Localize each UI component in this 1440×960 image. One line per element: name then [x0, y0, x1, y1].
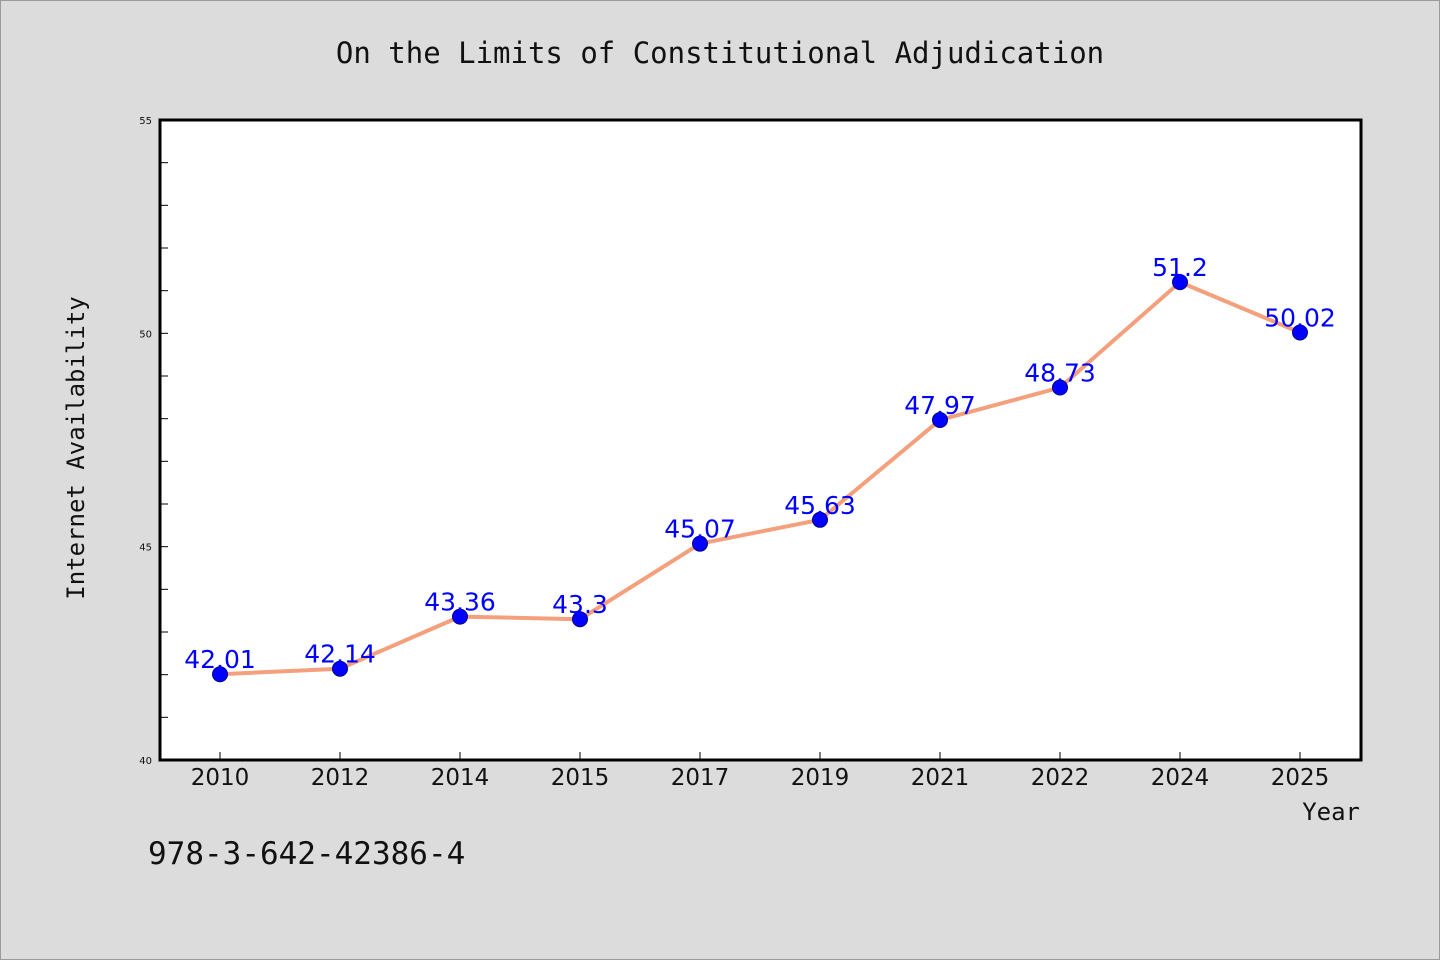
- x-tick-label: 2021: [911, 765, 970, 791]
- data-point: [932, 411, 948, 428]
- x-axis: 2010 2012 2014 2015 2017 2019 2021 2022 2024 2025: [191, 752, 1330, 791]
- x-axis-label: Year: [1302, 798, 1360, 826]
- plot-area: [158, 118, 1363, 762]
- data-label: 48.73: [1024, 359, 1096, 388]
- y-tick-label: 55: [139, 116, 152, 127]
- series-line: [219, 280, 1301, 677]
- data-label: 51.2: [1152, 253, 1208, 282]
- data-point: [812, 511, 828, 528]
- data-label: 45.63: [784, 491, 856, 520]
- data-label: 42.14: [304, 640, 376, 669]
- data-point: [692, 535, 708, 552]
- x-tick-label: 2025: [1271, 765, 1330, 791]
- y-axis: 40 45 50 55: [139, 116, 168, 767]
- x-tick-label: 2019: [791, 765, 850, 791]
- y-tick-label: 50: [139, 329, 152, 340]
- y-tick-label: 40: [139, 756, 152, 767]
- data-label: 43.36: [424, 588, 496, 617]
- x-tick-label: 2024: [1151, 765, 1210, 791]
- data-label: 47.97: [904, 391, 976, 420]
- data-point: [1052, 379, 1068, 396]
- x-tick-label: 2022: [1031, 765, 1090, 791]
- isbn-text: 978-3-642-42386-4: [148, 836, 465, 872]
- x-tick-label: 2015: [551, 765, 610, 791]
- data-label: 45.07: [664, 515, 736, 544]
- data-point: [452, 608, 468, 625]
- data-label: 50.02: [1264, 303, 1336, 332]
- x-tick-label: 2017: [671, 765, 730, 791]
- series-layer: 42.01 42.14 43.36 43.3 45.07 45.63 47.97 48.73 5…: [184, 253, 1336, 683]
- data-point: [1172, 274, 1188, 291]
- y-tick-label: 45: [139, 543, 152, 554]
- x-tick-label: 2010: [191, 765, 250, 791]
- y-axis-label: Internet Availability: [62, 296, 90, 599]
- data-label: 42.01: [184, 645, 256, 674]
- chart-title: On the Limits of Constitutional Adjudica…: [336, 36, 1104, 70]
- data-point: [332, 660, 348, 677]
- data-point: [1292, 324, 1308, 341]
- data-point: [572, 611, 588, 628]
- x-tick-label: 2012: [311, 765, 370, 791]
- data-point: [212, 666, 228, 683]
- data-label: 43.3: [552, 590, 608, 619]
- x-tick-label: 2014: [431, 765, 490, 791]
